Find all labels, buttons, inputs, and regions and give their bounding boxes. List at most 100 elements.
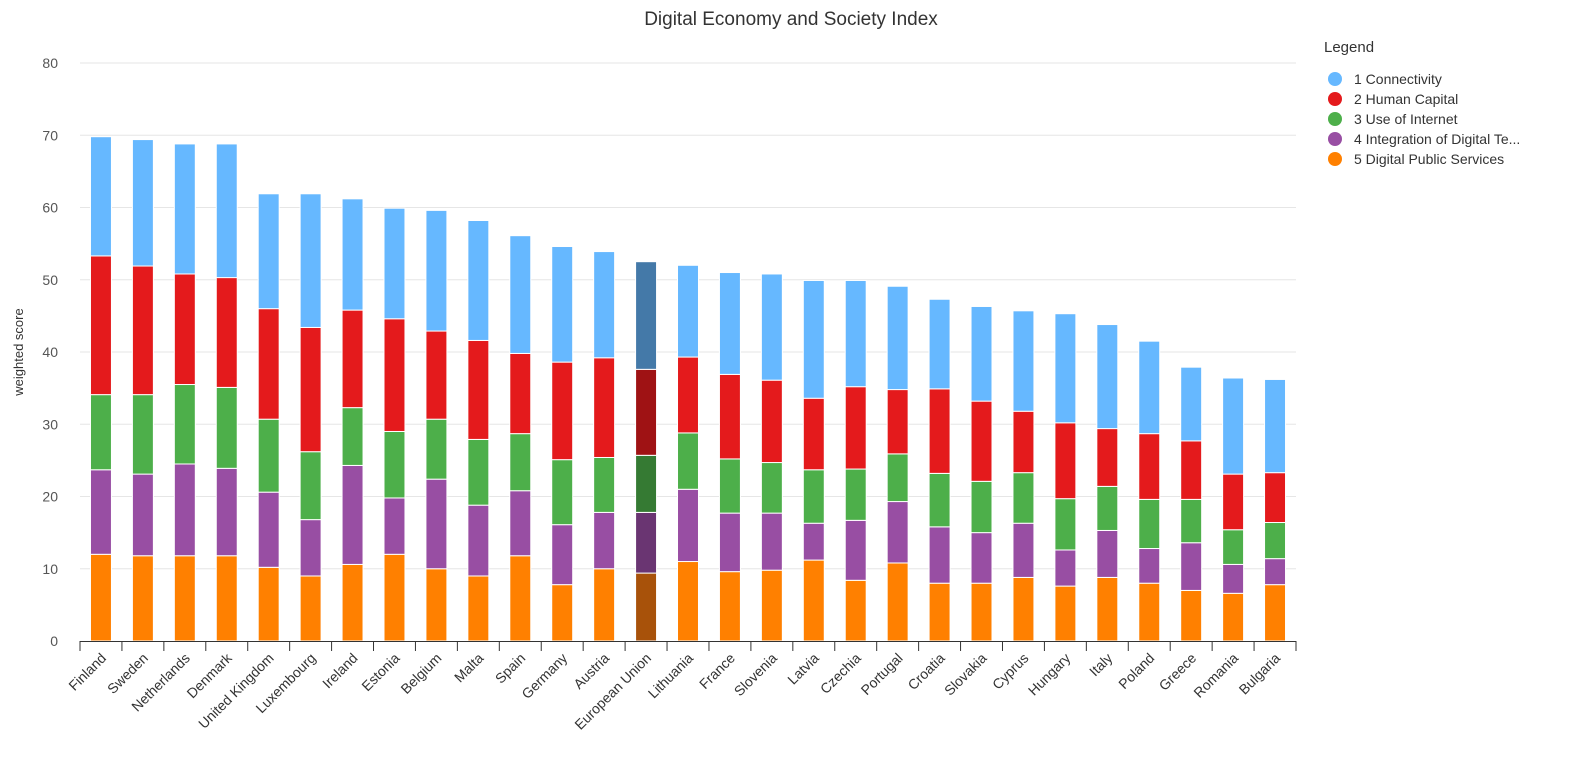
bar-segment[interactable] [844,579,867,642]
bar-segment[interactable] [1096,529,1119,578]
bar-segment[interactable] [425,478,448,570]
legend-marker[interactable] [1328,112,1342,126]
bar-segment[interactable] [1138,548,1161,584]
bar-segment[interactable] [467,504,490,577]
bar-segment[interactable] [760,273,783,381]
bar-segment[interactable] [257,308,280,420]
bar-segment[interactable] [635,261,658,370]
bar-segment[interactable] [1138,433,1161,500]
bar-segment[interactable] [1180,366,1203,442]
bar-segment[interactable] [844,519,867,581]
bar-segment[interactable] [257,491,280,568]
bar-segment[interactable] [131,265,154,396]
bar-segment[interactable] [131,473,154,557]
bar-segment[interactable] [173,273,196,386]
bar-segment[interactable] [844,386,867,470]
bar-segment[interactable] [467,438,490,506]
bar-segment[interactable] [1138,582,1161,642]
bar-segment[interactable] [928,472,951,528]
bar-segment[interactable] [593,568,616,642]
bar-segment[interactable] [844,279,867,388]
bar-segment[interactable] [718,373,741,460]
bar-segment[interactable] [89,136,112,257]
bar-segment[interactable] [928,298,951,390]
bar-segment[interactable] [886,285,909,391]
bar-segment[interactable] [1012,410,1035,474]
bar-segment[interactable] [1180,440,1203,500]
legend-item-label[interactable]: 5 Digital Public Services [1354,151,1504,167]
bar-segment[interactable] [970,532,993,584]
bar-segment[interactable] [677,264,699,358]
bar-segment[interactable] [425,330,448,420]
bar-segment[interactable] [635,572,658,642]
bar-segment[interactable] [1096,428,1119,487]
bar-segment[interactable] [467,220,490,341]
bar-segment[interactable] [593,357,616,458]
legend-marker[interactable] [1328,92,1342,106]
bar-segment[interactable] [886,562,909,642]
bar-segment[interactable] [383,430,406,499]
bar-segment[interactable] [341,407,364,466]
bar-segment[interactable] [257,418,280,493]
bar-segment[interactable] [467,575,490,642]
bar-segment[interactable] [760,512,783,571]
bar-segment[interactable] [1222,377,1245,475]
bar-segment[interactable] [215,143,238,279]
bar-segment[interactable] [802,397,825,471]
bar-segment[interactable] [593,456,616,513]
bar-segment[interactable] [718,272,741,375]
bar-segment[interactable] [844,468,867,521]
bar-segment[interactable] [173,143,196,275]
bar-segment[interactable] [341,309,364,409]
bar-segment[interactable] [1096,485,1119,531]
bar-segment[interactable] [89,469,112,555]
bar-segment[interactable] [299,451,322,521]
bar-segment[interactable] [425,568,448,642]
bar-segment[interactable] [383,553,406,642]
bar-segment[interactable] [677,356,699,434]
bar-segment[interactable] [383,207,406,320]
bar-segment[interactable] [802,469,825,524]
bar-segment[interactable] [1222,473,1245,531]
bar-segment[interactable] [718,571,741,642]
bar-segment[interactable] [341,198,364,311]
bar-segment[interactable] [1264,522,1287,560]
bar-segment[interactable] [509,555,532,642]
bar-segment[interactable] [551,246,574,363]
bar-segment[interactable] [1012,576,1035,642]
bar-segment[interactable] [551,524,574,586]
bar-segment[interactable] [509,490,532,557]
bar-segment[interactable] [886,501,909,564]
bar-segment[interactable] [1096,576,1119,642]
bar-segment[interactable] [760,569,783,642]
bar-segment[interactable] [802,279,825,399]
bar-segment[interactable] [89,553,112,642]
bar-segment[interactable] [1180,589,1203,642]
bar-segment[interactable] [970,305,993,402]
bar-segment[interactable] [509,235,532,354]
bar-segment[interactable] [760,379,783,464]
bar-segment[interactable] [1138,340,1161,435]
bar-segment[interactable] [1012,472,1035,524]
bar-segment[interactable] [635,511,658,574]
bar-segment[interactable] [215,467,238,557]
bar-segment[interactable] [928,526,951,584]
bar-segment[interactable] [257,193,280,310]
bar-segment[interactable] [467,339,490,440]
bar-segment[interactable] [1054,313,1077,424]
bar-segment[interactable] [299,193,322,328]
bar-segment[interactable] [509,352,532,435]
bar-segment[interactable] [677,561,699,642]
bar-segment[interactable] [215,386,238,469]
bar-segment[interactable] [341,464,364,565]
bar-segment[interactable] [635,454,658,513]
legend-marker[interactable] [1328,152,1342,166]
bar-segment[interactable] [1012,522,1035,578]
bar-segment[interactable] [257,566,280,642]
bar-segment[interactable] [509,433,532,492]
bar-segment[interactable] [1222,592,1245,642]
bar-segment[interactable] [551,361,574,461]
bar-segment[interactable] [299,326,322,453]
bar-segment[interactable] [970,400,993,482]
legend-item-label[interactable]: 3 Use of Internet [1354,111,1458,127]
